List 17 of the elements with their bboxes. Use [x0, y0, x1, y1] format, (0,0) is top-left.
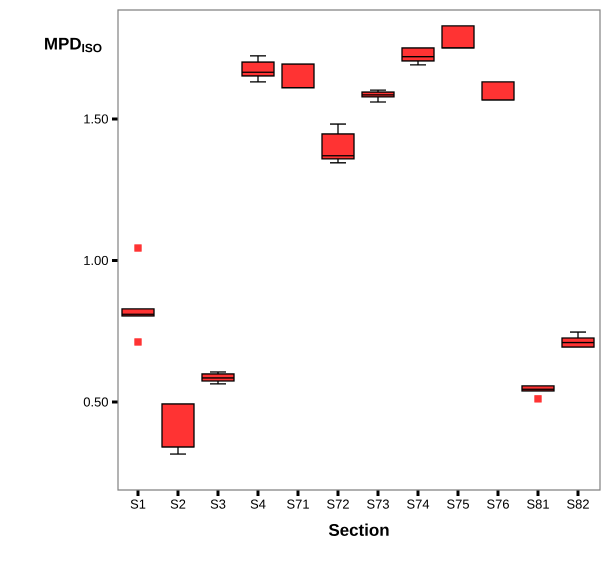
x-tick-label: S2 [170, 500, 186, 509]
x-tick-label: S81 [527, 500, 549, 509]
x-tick-label: S75 [447, 500, 469, 509]
x-tick-label: S1 [130, 500, 146, 509]
x-tick-label: S74 [407, 500, 430, 509]
y-tick-label: 1.00 [84, 256, 108, 266]
y-tick-label: 0.50 [84, 397, 108, 407]
y-tick-label: 1.50 [84, 114, 108, 124]
y-axis-title: MPD$_{ISO}$ [45, 38, 102, 52]
x-tick-label: S73 [367, 500, 389, 509]
x-tick-label: S4 [250, 500, 266, 509]
x-tick-label: S3 [210, 500, 226, 509]
x-tick-label: S72 [327, 500, 349, 509]
x-tick-label: S76 [487, 500, 509, 509]
x-axis-title: Section [328, 524, 389, 536]
x-tick-label: S82 [567, 500, 589, 509]
x-tick-label: S71 [287, 500, 309, 509]
